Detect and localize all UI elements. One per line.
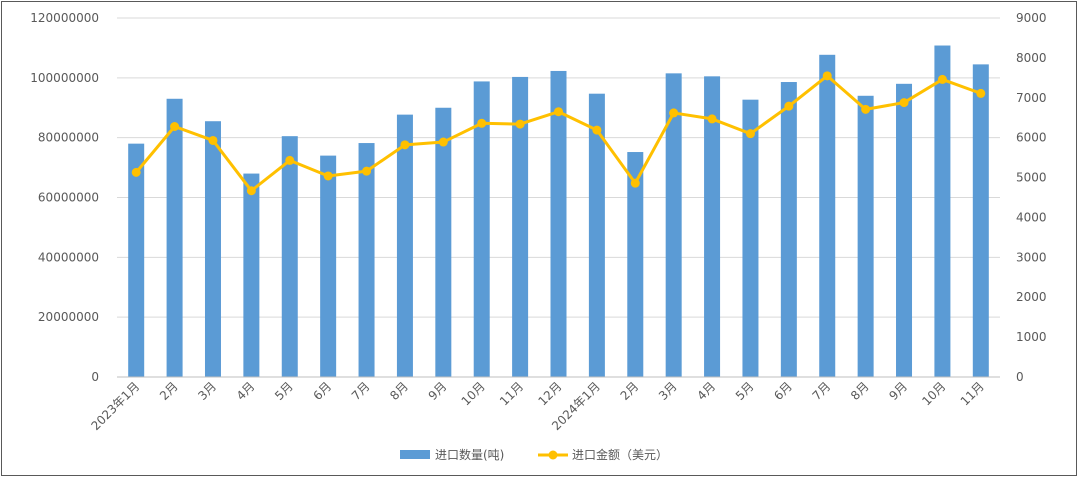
bar bbox=[358, 143, 375, 377]
y-right-tick-label: 0 bbox=[1016, 370, 1024, 384]
line-point bbox=[362, 166, 372, 176]
line-point bbox=[707, 114, 717, 124]
x-tick-label: 6月 bbox=[310, 379, 334, 403]
bar bbox=[780, 82, 797, 377]
x-tick-label: 4月 bbox=[694, 379, 718, 403]
bar bbox=[896, 83, 913, 378]
legend-label-bars: 进口数量(吨) bbox=[435, 447, 504, 462]
x-tick-label: 6月 bbox=[771, 379, 795, 403]
bar bbox=[512, 76, 529, 377]
y-right-tick-label: 9000 bbox=[1016, 11, 1047, 25]
line-point bbox=[937, 74, 947, 84]
x-tick-label: 11月 bbox=[497, 379, 526, 408]
line-point bbox=[131, 167, 141, 177]
x-tick-label: 2月 bbox=[618, 379, 642, 403]
x-tick-label: 10月 bbox=[459, 379, 488, 408]
line-point bbox=[285, 155, 295, 165]
x-tick-label: 10月 bbox=[919, 379, 948, 408]
x-tick-label: 12月 bbox=[535, 379, 564, 408]
x-tick-label: 8月 bbox=[848, 379, 872, 403]
x-tick-label: 7月 bbox=[810, 379, 834, 403]
line-point bbox=[554, 107, 563, 117]
x-tick-label: 7月 bbox=[349, 379, 373, 403]
y-left-tick-label: 100000000 bbox=[30, 71, 99, 85]
x-tick-label: 11月 bbox=[958, 379, 987, 408]
line-point bbox=[323, 171, 333, 181]
line-point bbox=[745, 129, 755, 139]
legend-swatch-bars bbox=[400, 450, 430, 459]
line-point bbox=[246, 186, 256, 196]
y-right-tick-label: 6000 bbox=[1016, 131, 1047, 145]
bar bbox=[320, 155, 337, 377]
y-right-tick-label: 2000 bbox=[1016, 290, 1047, 304]
y-right-tick-label: 3000 bbox=[1016, 250, 1047, 264]
x-tick-label: 2023年1月 bbox=[88, 379, 142, 433]
y-left-tick-label: 20000000 bbox=[38, 310, 99, 324]
bar bbox=[588, 93, 605, 378]
bar bbox=[166, 98, 183, 378]
x-tick-label: 8月 bbox=[387, 379, 411, 403]
bar bbox=[243, 173, 260, 377]
line-point bbox=[822, 71, 832, 81]
x-tick-label: 3月 bbox=[195, 379, 219, 403]
line-point bbox=[400, 140, 410, 150]
bar bbox=[473, 81, 490, 377]
bar bbox=[857, 95, 874, 378]
line-point bbox=[438, 137, 448, 147]
x-tick-label: 9月 bbox=[886, 379, 910, 403]
y-left-tick-label: 60000000 bbox=[38, 191, 99, 205]
x-tick-label: 9月 bbox=[426, 379, 450, 403]
y-right-tick-label: 7000 bbox=[1016, 91, 1047, 105]
bar bbox=[204, 121, 221, 378]
y-left-tick-label: 40000000 bbox=[38, 250, 99, 264]
x-tick-label: 5月 bbox=[272, 379, 296, 403]
x-tick-label: 3月 bbox=[656, 379, 680, 403]
line-point bbox=[592, 125, 602, 135]
x-tick-label: 4月 bbox=[234, 379, 258, 403]
y-right-tick-label: 1000 bbox=[1016, 330, 1047, 344]
bar bbox=[704, 76, 721, 378]
legend-marker-line bbox=[548, 450, 558, 460]
y-left-tick-label: 0 bbox=[91, 370, 99, 384]
line-point bbox=[669, 108, 679, 118]
bar bbox=[972, 64, 989, 377]
bar bbox=[627, 152, 644, 377]
bar bbox=[819, 54, 836, 378]
line-point bbox=[208, 135, 218, 145]
line-point bbox=[170, 121, 180, 131]
y-right-tick-label: 8000 bbox=[1016, 51, 1047, 65]
line-point bbox=[861, 104, 871, 114]
legend-label-line: 进口金额（美元） bbox=[572, 447, 668, 462]
line-point bbox=[515, 119, 525, 129]
bar bbox=[742, 99, 759, 378]
x-tick-label: 5月 bbox=[733, 379, 757, 403]
bar bbox=[665, 73, 682, 378]
bar bbox=[128, 143, 145, 377]
line-point bbox=[630, 178, 640, 188]
y-right-tick-label: 5000 bbox=[1016, 171, 1047, 185]
bar bbox=[396, 114, 413, 378]
x-tick-label: 2月 bbox=[157, 379, 181, 403]
line-point bbox=[477, 118, 487, 128]
line-point bbox=[784, 101, 794, 111]
bar bbox=[934, 45, 951, 377]
bar bbox=[550, 70, 567, 377]
line-point bbox=[899, 98, 909, 108]
y-left-tick-label: 120000000 bbox=[30, 11, 99, 25]
y-right-tick-label: 4000 bbox=[1016, 210, 1047, 224]
bar bbox=[281, 136, 298, 377]
y-left-tick-label: 80000000 bbox=[38, 131, 99, 145]
bar bbox=[435, 107, 452, 377]
line-point bbox=[976, 88, 986, 98]
